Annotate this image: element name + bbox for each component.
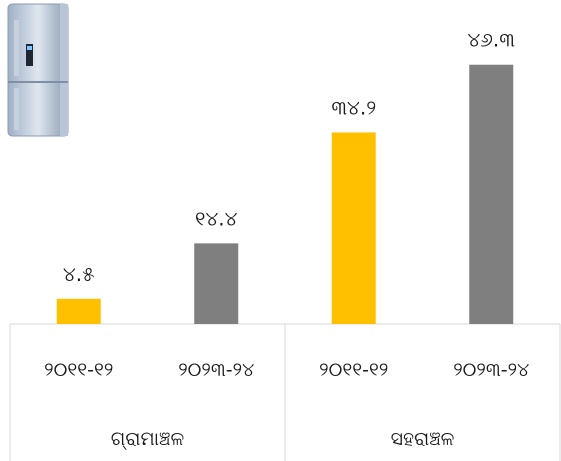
data-label: ୧୪.୪ (195, 206, 238, 230)
group-label: ସହରାଞ୍ଚଳ (391, 428, 455, 450)
bar (469, 64, 514, 324)
group-label: ଗ୍ରାମାଞ୍ଚଳ (111, 428, 184, 450)
x-tick-label: ୨୦୧୧-୧୨ (44, 359, 113, 381)
x-tick-label: ୨୦୧୧-୧୨ (319, 359, 388, 381)
data-label: ୪୬.୩ (468, 28, 516, 52)
data-label: ୪.୫ (63, 262, 95, 286)
bar (194, 243, 239, 324)
x-tick-label: ୨୦୨୩-୨୪ (453, 359, 529, 381)
bar (331, 132, 376, 324)
data-label: ୩୪.୨ (331, 95, 376, 119)
x-tick-label: ୨୦୨୩-୨୪ (178, 359, 254, 381)
bar (56, 298, 101, 324)
refrigerator-icon (7, 3, 69, 137)
